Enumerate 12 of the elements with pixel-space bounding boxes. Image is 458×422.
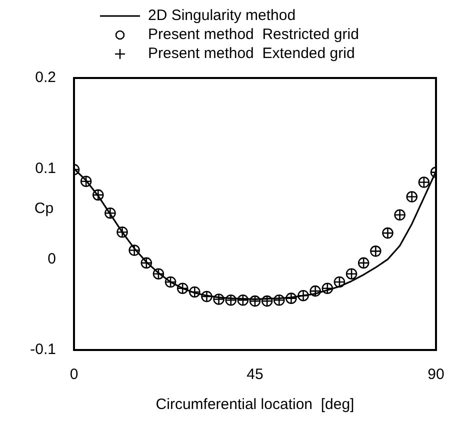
legend-label: Present method Restricted grid xyxy=(148,25,359,44)
y-tick-label: -0.1 xyxy=(30,341,56,358)
legend-label: 2D Singularity method xyxy=(148,6,296,25)
x-tick-label: 90 xyxy=(428,366,444,384)
y-axis-title: Cp xyxy=(34,200,54,217)
y-tick-label: 0 xyxy=(48,250,56,268)
x-tick-label: 45 xyxy=(246,366,264,384)
x-axis-title: Circumferential location [deg] xyxy=(156,396,354,414)
y-tick-label: 0.1 xyxy=(35,160,56,177)
y-tick-label: 0.2 xyxy=(35,69,56,86)
legend-label: Present method Extended grid xyxy=(148,44,355,63)
x-tick-label: 0 xyxy=(70,366,78,384)
